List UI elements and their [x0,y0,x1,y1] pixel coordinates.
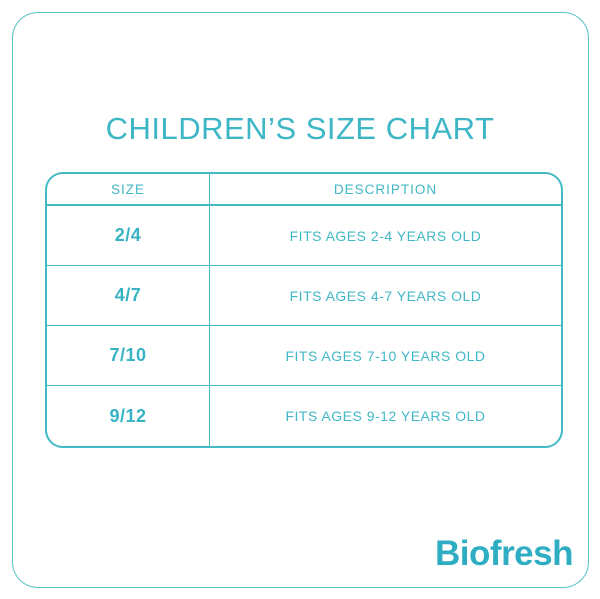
size-header-label: SIZE [110,181,145,197]
column-header-size: SIZE [47,174,210,206]
table-row-description-cell: FITS AGES 9-12 YEARS OLD [210,386,561,446]
description-value: FITS AGES 9-12 YEARS OLD [285,408,486,424]
table-row-description-cell: FITS AGES 4-7 YEARS OLD [210,266,561,326]
size-chart-table: SIZE DESCRIPTION 2/4 FITS AGES 2-4 YEARS… [45,172,563,448]
table-row-description-cell: FITS AGES 2-4 YEARS OLD [210,206,561,266]
size-value: 2/4 [114,225,142,245]
size-value: 9/12 [109,405,147,426]
table-row-description-cell: FITS AGES 7-10 YEARS OLD [210,326,561,386]
description-header-label: DESCRIPTION [333,181,438,197]
table-row-size-cell: 9/12 [47,386,210,446]
size-value: 7/10 [109,345,147,365]
table-row-size-cell: 4/7 [47,266,210,326]
description-value: FITS AGES 4-7 YEARS OLD [289,287,482,304]
table-row-size-cell: 7/10 [47,326,210,386]
brand-logo: Biofresh [435,534,573,573]
size-value: 4/7 [114,285,142,305]
page-title: CHILDREN’S SIZE CHART [105,111,495,146]
table-row-size-cell: 2/4 [47,206,210,266]
column-header-description: DESCRIPTION [210,174,561,206]
description-value: FITS AGES 7-10 YEARS OLD [285,347,486,364]
description-value: FITS AGES 2-4 YEARS OLD [289,227,482,244]
